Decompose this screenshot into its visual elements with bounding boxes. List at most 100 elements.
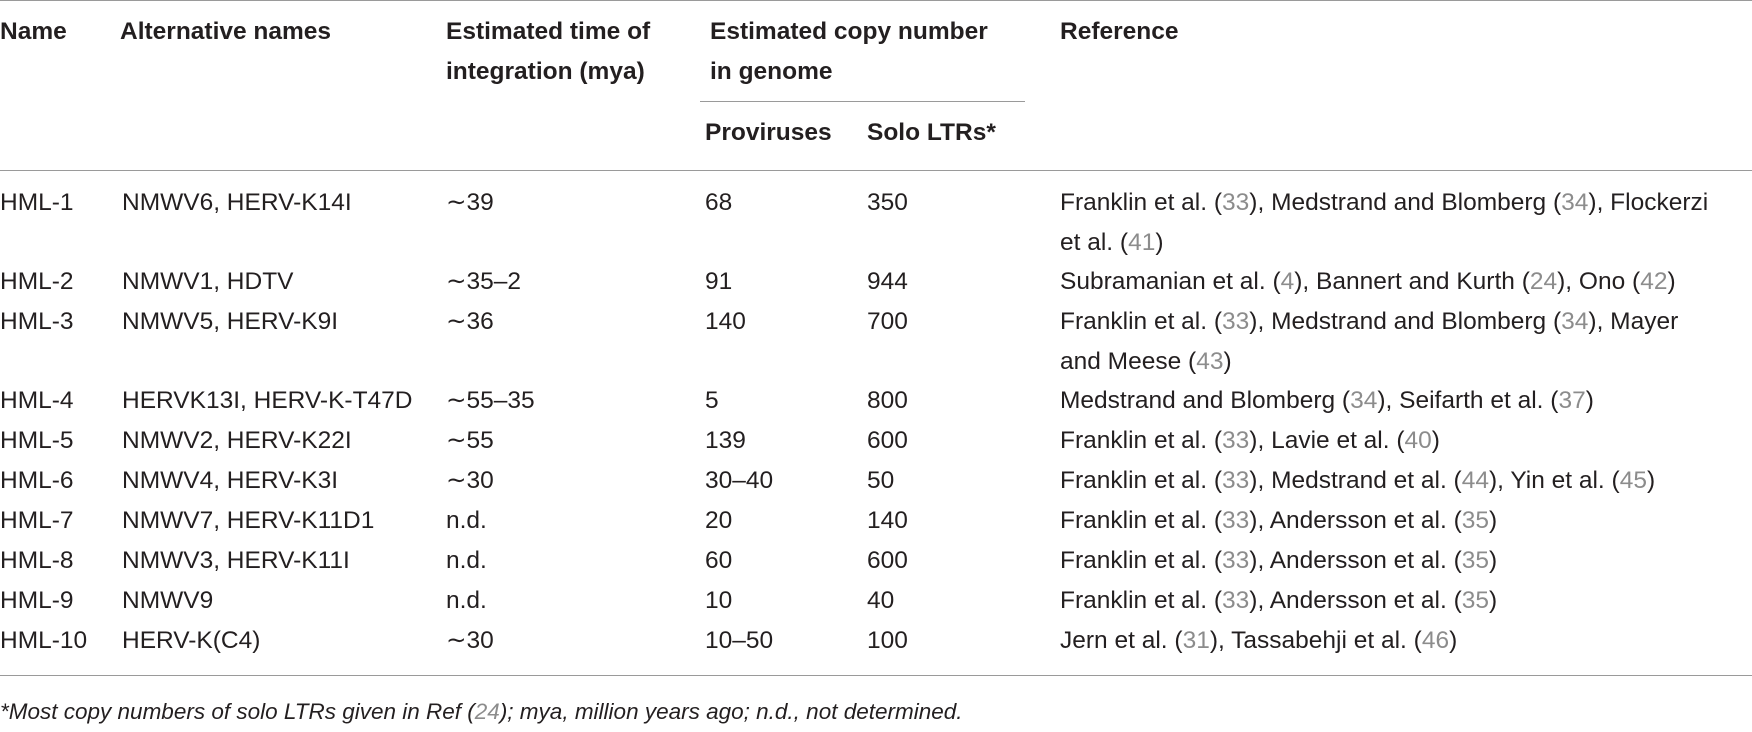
cell-reference: Jern et al. (31), Tassabehji et al. (46) <box>1060 621 1457 661</box>
reference-text: ), Tassabehji et al. ( <box>1209 627 1422 654</box>
cell-name: HML-5 <box>0 427 74 454</box>
cell-prov: 91 <box>705 268 733 295</box>
cell-name: HML-8 <box>0 547 74 574</box>
cell-alt: NMWV9 <box>122 587 214 614</box>
cell-prov: 10 <box>705 587 733 614</box>
cell-alt: NMWV5, HERV-K9I <box>122 308 339 335</box>
cell-name: HML-1 <box>0 189 74 216</box>
cell-prov: 139 <box>705 427 746 454</box>
citation-number: 31 <box>1182 627 1210 654</box>
table-footnote: *Most copy numbers of solo LTRs given in… <box>0 692 963 732</box>
citation-number: 45 <box>1619 467 1647 494</box>
cell-alt: NMWV4, HERV-K3I <box>122 467 339 494</box>
reference-text: ) <box>1489 587 1498 614</box>
cell-alt: HERV-K(C4) <box>122 627 261 654</box>
cell-time: ∼35–2 <box>446 268 522 295</box>
cell-reference: Medstrand and Blomberg (34), Seifarth et… <box>1060 381 1594 421</box>
citation-number: 33 <box>1222 587 1250 614</box>
cell-name: HML-9 <box>0 587 74 614</box>
cell-alt: NMWV2, HERV-K22I <box>122 427 352 454</box>
reference-text: ), Medstrand and Blomberg ( <box>1249 308 1562 335</box>
cell-reference: Franklin et al. (33), Medstrand and Blom… <box>1060 183 1708 263</box>
reference-text: ) <box>1489 507 1498 534</box>
reference-text: ) <box>1155 229 1164 256</box>
cell-name: HML-3 <box>0 308 74 335</box>
cell-reference: Franklin et al. (33), Andersson et al. (… <box>1060 541 1497 581</box>
cell-solo: 40 <box>867 587 895 614</box>
cell-name: HML-6 <box>0 467 74 494</box>
reference-text: Franklin et al. ( <box>1060 427 1223 454</box>
reference-text: ), Lavie et al. ( <box>1249 427 1405 454</box>
reference-line: Franklin et al. (33), Lavie et al. (40) <box>1060 421 1440 461</box>
cell-prov: 30–40 <box>705 467 774 494</box>
cell-solo: 350 <box>867 189 908 216</box>
cell-alt: HERVK13I, HERV-K-T47D <box>122 387 413 414</box>
header-time-line2: integration (mya) <box>446 58 645 85</box>
reference-text: ), Medstrand and Blomberg ( <box>1249 189 1562 216</box>
citation-number: 35 <box>1461 547 1489 574</box>
cell-prov: 60 <box>705 547 733 574</box>
header-reference: Reference <box>1060 18 1179 45</box>
cell-solo: 800 <box>867 387 908 414</box>
reference-text: ) <box>1431 427 1440 454</box>
reference-line: et al. (41) <box>1060 223 1708 263</box>
cell-reference: Franklin et al. (33), Andersson et al. (… <box>1060 581 1497 621</box>
reference-line: Franklin et al. (33), Andersson et al. (… <box>1060 581 1497 621</box>
citation-number: 42 <box>1640 268 1668 295</box>
copy-number-subrule <box>700 101 1025 102</box>
citation-number: 33 <box>1222 308 1250 335</box>
reference-text: ), Mayer <box>1588 308 1679 335</box>
citation-number: 34 <box>1561 308 1589 335</box>
cell-solo: 140 <box>867 507 908 534</box>
cell-reference: Franklin et al. (33), Lavie et al. (40) <box>1060 421 1440 461</box>
citation-number: 43 <box>1196 348 1224 375</box>
cell-reference: Franklin et al. (33), Andersson et al. (… <box>1060 501 1497 541</box>
cell-alt: NMWV3, HERV-K11I <box>122 547 350 574</box>
cell-time: ∼36 <box>446 308 494 335</box>
reference-text: ), Yin et al. ( <box>1488 467 1620 494</box>
cell-time: n.d. <box>446 547 487 574</box>
cell-name: HML-4 <box>0 387 74 414</box>
citation-number: 33 <box>1222 507 1250 534</box>
cell-alt: NMWV7, HERV-K11D1 <box>122 507 375 534</box>
footnote-text: *Most copy numbers of solo LTRs given in… <box>0 699 475 724</box>
citation-number: 41 <box>1128 229 1156 256</box>
reference-text: Franklin et al. ( <box>1060 308 1223 335</box>
citation-number: 35 <box>1461 507 1489 534</box>
reference-line: Subramanian et al. (4), Bannert and Kurt… <box>1060 262 1676 302</box>
citation-number: 46 <box>1421 627 1450 654</box>
citation-number: 37 <box>1558 387 1586 414</box>
reference-text: ), Flockerzi <box>1588 189 1709 216</box>
cell-time: ∼55–35 <box>446 387 535 414</box>
reference-line: Franklin et al. (33), Medstrand and Blom… <box>1060 183 1708 223</box>
header-proviruses: Proviruses <box>705 119 832 146</box>
table-bottom-rule <box>0 675 1752 676</box>
reference-line: Jern et al. (31), Tassabehji et al. (46) <box>1060 621 1457 661</box>
cell-name: HML-10 <box>0 627 88 654</box>
cell-reference: Franklin et al. (33), Medstrand and Blom… <box>1060 302 1678 382</box>
citation-number: 33 <box>1222 427 1250 454</box>
reference-text: Franklin et al. ( <box>1060 587 1223 614</box>
reference-text: ), Medstrand et al. ( <box>1249 467 1462 494</box>
reference-line: Franklin et al. (33), Andersson et al. (… <box>1060 541 1497 581</box>
cell-reference: Franklin et al. (33), Medstrand et al. (… <box>1060 461 1655 501</box>
header-time-line1: Estimated time of <box>446 18 651 45</box>
reference-text: ), Andersson et al. ( <box>1249 547 1462 574</box>
citation-number: 33 <box>1222 467 1250 494</box>
reference-text: ) <box>1489 547 1498 574</box>
reference-text: ), Andersson et al. ( <box>1249 587 1462 614</box>
cell-solo: 50 <box>867 467 895 494</box>
table-top-rule <box>0 0 1752 1</box>
cell-time: ∼39 <box>446 189 494 216</box>
header-solo-ltrs: Solo LTRs* <box>867 119 996 146</box>
citation-number: 40 <box>1404 427 1432 454</box>
reference-line: Franklin et al. (33), Medstrand et al. (… <box>1060 461 1655 501</box>
cell-prov: 68 <box>705 189 733 216</box>
citation-number: 44 <box>1461 467 1489 494</box>
cell-reference: Subramanian et al. (4), Bannert and Kurt… <box>1060 262 1676 302</box>
cell-alt: NMWV1, HDTV <box>122 268 294 295</box>
reference-text: Franklin et al. ( <box>1060 547 1223 574</box>
reference-text: ) <box>1449 627 1458 654</box>
reference-text: and Meese ( <box>1060 348 1197 375</box>
reference-text: ), Seifarth et al. ( <box>1377 387 1559 414</box>
